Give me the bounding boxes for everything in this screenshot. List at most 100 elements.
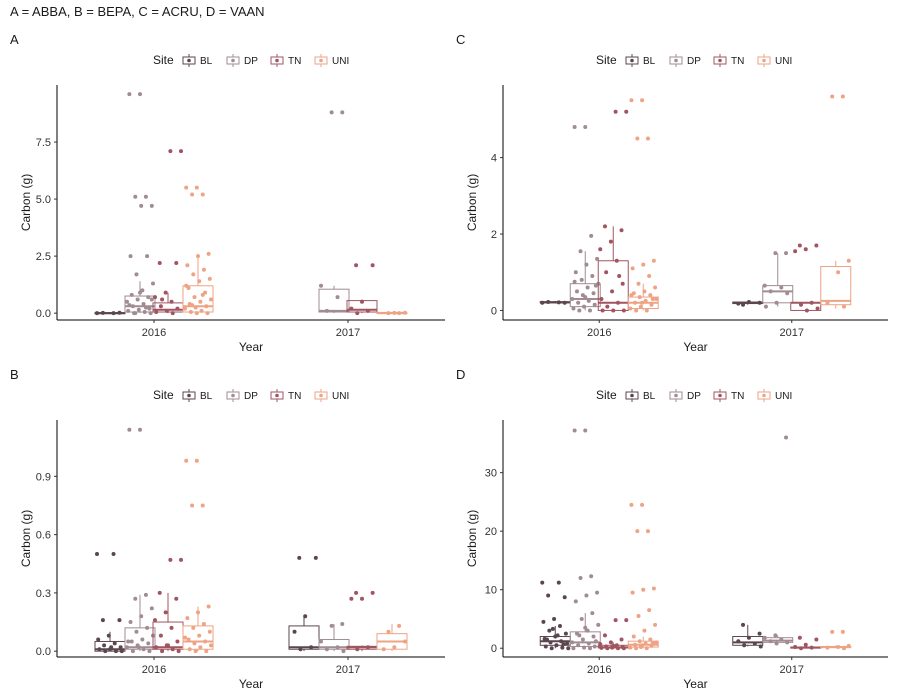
data-point — [541, 619, 546, 624]
data-point — [643, 641, 648, 646]
data-point — [784, 251, 789, 256]
data-point — [160, 297, 165, 302]
box-tn-2017 — [790, 243, 822, 313]
box-dp-2017 — [762, 435, 794, 646]
data-point — [605, 304, 610, 309]
data-point — [546, 300, 551, 305]
data-point — [628, 645, 633, 650]
data-point — [757, 631, 762, 636]
legend-dot — [275, 58, 279, 63]
data-point — [136, 645, 141, 650]
data-point — [620, 281, 625, 286]
box-uni-2016 — [182, 185, 214, 316]
data-point — [163, 610, 168, 615]
data-point — [578, 576, 583, 580]
data-point — [198, 299, 203, 304]
data-point — [793, 645, 798, 650]
data-point — [360, 299, 364, 304]
data-point — [139, 203, 144, 208]
panel-C: C Site BL DP TN UNI 0 2 4 2016 2017 Year Carbon (g) — [456, 32, 888, 354]
box-iqr — [182, 625, 214, 650]
data-point — [340, 110, 345, 115]
data-point — [579, 616, 584, 621]
data-point — [548, 640, 553, 645]
data-point — [96, 637, 101, 642]
data-point — [194, 185, 199, 190]
data-point — [614, 258, 619, 263]
data-point — [556, 300, 561, 305]
data-point — [580, 637, 585, 642]
data-point — [602, 633, 607, 638]
data-point — [758, 644, 763, 649]
y-tick-label: 0 — [491, 305, 497, 317]
data-point — [149, 297, 154, 302]
data-point — [621, 308, 626, 313]
y-tick-label: 2.5 — [36, 251, 51, 263]
legend-label: DP — [244, 56, 258, 67]
data-point — [365, 308, 370, 313]
legend-dot — [718, 393, 722, 398]
legend-dot — [630, 58, 634, 63]
data-point — [188, 310, 193, 315]
data-point — [194, 311, 199, 316]
data-point — [779, 637, 784, 642]
legend-key-dp: DP — [669, 54, 701, 67]
data-point — [585, 628, 590, 633]
data-point — [392, 645, 397, 650]
data-point — [194, 458, 199, 463]
box-bl-2016 — [539, 580, 571, 651]
box-iqr — [124, 627, 156, 650]
data-point — [762, 635, 767, 640]
data-point — [589, 574, 594, 579]
legend-key-bl: BL — [182, 54, 213, 67]
data-point — [303, 614, 308, 619]
data-point — [370, 590, 375, 595]
y-axis-title: Carbon (g) — [465, 510, 479, 567]
data-point — [145, 625, 150, 630]
data-point — [544, 637, 549, 642]
box-bl-2016 — [94, 552, 126, 654]
box-bl-2016 — [539, 300, 571, 305]
data-point — [145, 254, 150, 259]
box-iqr — [318, 288, 350, 313]
legend-label: UNI — [775, 391, 792, 402]
y-tick-label: 0 — [491, 643, 497, 655]
data-point — [141, 302, 146, 307]
data-point — [635, 136, 640, 141]
data-point — [741, 622, 746, 627]
data-point — [583, 295, 588, 300]
data-point — [130, 649, 135, 654]
data-point — [815, 306, 820, 311]
data-point — [206, 251, 211, 256]
data-point — [292, 629, 297, 634]
data-point — [746, 635, 751, 640]
data-point — [127, 92, 132, 97]
y-tick-label: 0.0 — [36, 646, 51, 658]
y-tick-label: 0.0 — [36, 308, 51, 320]
data-point — [335, 645, 340, 650]
data-point — [615, 300, 620, 305]
data-point — [196, 254, 200, 259]
data-point — [370, 263, 375, 268]
data-point — [102, 643, 107, 648]
data-point — [138, 290, 142, 295]
data-point — [577, 633, 582, 638]
x-axis-title: Year — [239, 677, 263, 691]
data-point — [355, 311, 360, 316]
data-point — [201, 267, 206, 272]
data-point — [324, 308, 329, 313]
data-point — [146, 641, 151, 646]
data-point — [636, 281, 641, 286]
data-point — [654, 296, 659, 301]
data-point — [578, 249, 583, 254]
legend-title: Site — [596, 53, 617, 67]
data-point — [125, 299, 129, 304]
data-point — [209, 643, 213, 648]
data-point — [134, 272, 139, 277]
x-tick-label: 2017 — [780, 327, 804, 339]
box-bl-2017 — [732, 300, 764, 307]
data-point — [143, 305, 148, 310]
data-point — [584, 262, 589, 267]
legend-key-tn: TN — [713, 389, 744, 402]
data-point — [341, 649, 346, 654]
